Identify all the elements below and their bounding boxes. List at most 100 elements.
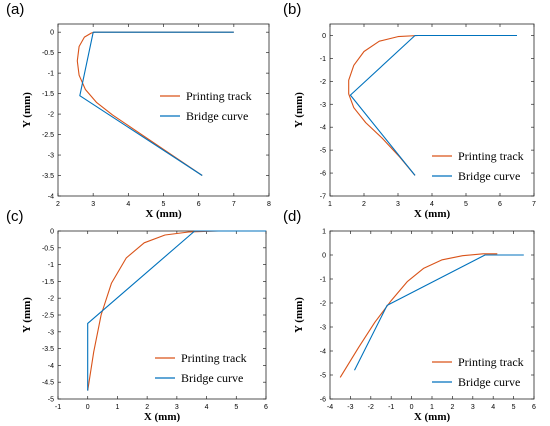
y-tick-label: -1 — [320, 56, 326, 63]
y-tick-label: 0 — [322, 33, 326, 40]
x-tick-label: 6 — [197, 201, 201, 208]
series-line-printing-track — [339, 253, 498, 378]
x-tick-label: 3 — [91, 201, 95, 208]
y-tick-label: -1 — [320, 277, 326, 284]
series-line-printing-track — [76, 31, 234, 176]
series-line-bridge-curve — [87, 230, 266, 391]
y-tick-label: -1 — [48, 262, 54, 269]
y-tick-label: -4 — [320, 349, 326, 356]
panel-4: (d) -4 -3 -2 -1 0 1 2 3 4 5 6 1 0 -1 -2 -3 -4 -5 -6 X (mm) Y … — [283, 208, 536, 423]
panel-label: (d) — [283, 208, 301, 225]
y-tick-label: -7 — [320, 194, 326, 201]
y-tick-label: 0 — [50, 30, 54, 37]
panel-2: (b) 1 2 3 4 5 6 7 0 -1 -2 -3 -4 -5 -6 -7 X (mm) Y (mm) Pri… — [283, 1, 536, 220]
x-axis-label: X (mm) — [414, 208, 451, 220]
panel-label: (a) — [6, 1, 24, 18]
y-axis-label: Y (mm) — [21, 297, 33, 333]
y-tick-label: -5 — [320, 148, 326, 155]
x-tick-label: -1 — [55, 404, 61, 411]
x-tick-label: -1 — [388, 404, 394, 411]
axes-box — [329, 230, 535, 400]
x-tick-label: 4 — [430, 201, 434, 208]
y-axis-label: Y (mm) — [21, 92, 33, 128]
y-tick-label: 1 — [322, 229, 326, 236]
x-axis-label: X (mm) — [414, 411, 451, 423]
x-tick-label: 0 — [410, 404, 414, 411]
x-tick-label: -4 — [327, 404, 333, 411]
legend-label: Bridge curve — [181, 371, 243, 385]
x-tick-label: 6 — [498, 201, 502, 208]
x-tick-label: 5 — [234, 404, 238, 411]
y-tick-label: -4 — [320, 125, 326, 132]
x-tick-label: 3 — [175, 404, 179, 411]
y-tick-label: -2 — [320, 79, 326, 86]
y-tick-label: -5 — [48, 397, 54, 404]
x-tick-label: 5 — [162, 201, 166, 208]
x-tick-label: 1 — [430, 404, 434, 411]
x-tick-label: 3 — [471, 404, 475, 411]
x-tick-label: 7 — [532, 201, 536, 208]
legend-label: Bridge curve — [186, 109, 248, 123]
y-tick-label: -3 — [48, 329, 54, 336]
y-tick-label: -6 — [320, 397, 326, 404]
y-tick-label: -2 — [48, 112, 54, 119]
legend-label: Bridge curve — [458, 169, 520, 183]
legend-label: Printing track — [458, 355, 524, 369]
x-tick-label: 7 — [232, 201, 236, 208]
y-tick-label: -2 — [320, 301, 326, 308]
x-axis-label: X (mm) — [144, 411, 181, 423]
y-axis-label: Y (mm) — [293, 92, 305, 128]
x-tick-label: 5 — [512, 404, 516, 411]
y-tick-label: -3.5 — [42, 173, 54, 180]
x-tick-label: 0 — [86, 404, 90, 411]
y-tick-label: -4.5 — [42, 380, 54, 387]
x-tick-label: 2 — [362, 201, 366, 208]
x-tick-label: 5 — [464, 201, 468, 208]
y-tick-label: -0.5 — [42, 50, 54, 57]
y-tick-label: -3 — [320, 325, 326, 332]
y-tick-label: -1.5 — [42, 279, 54, 286]
y-tick-label: -3.5 — [42, 346, 54, 353]
x-tick-label: -3 — [347, 404, 353, 411]
legend-label: Bridge curve — [458, 375, 520, 389]
x-tick-label: 6 — [532, 404, 536, 411]
series-line-bridge-curve — [354, 254, 524, 371]
panel-label: (b) — [283, 1, 301, 18]
y-tick-label: -4 — [48, 363, 54, 370]
x-tick-label: 1 — [328, 201, 332, 208]
y-tick-label: -2 — [48, 296, 54, 303]
x-tick-label: 1 — [115, 404, 119, 411]
y-tick-label: -2.5 — [42, 313, 54, 320]
y-tick-label: -2.5 — [42, 132, 54, 139]
y-tick-label: 0 — [322, 253, 326, 260]
x-tick-label: 2 — [145, 404, 149, 411]
y-tick-label: -1 — [48, 71, 54, 78]
y-tick-label: -1.5 — [42, 91, 54, 98]
y-tick-label: -5 — [320, 373, 326, 380]
y-tick-label: -4 — [48, 194, 54, 201]
x-tick-label: 4 — [205, 404, 209, 411]
y-tick-label: -3 — [48, 153, 54, 160]
y-tick-label: -0.5 — [42, 245, 54, 252]
x-tick-label: -2 — [368, 404, 374, 411]
y-tick-label: -6 — [320, 171, 326, 178]
legend-label: Printing track — [458, 149, 524, 163]
x-tick-label: 8 — [267, 201, 271, 208]
x-tick-label: 3 — [396, 201, 400, 208]
x-tick-label: 2 — [450, 404, 454, 411]
y-tick-label: -3 — [320, 102, 326, 109]
x-axis-label: X (mm) — [145, 208, 182, 220]
panel-1: (a) 2 3 4 5 6 7 8 0 -0.5 -1 -1.5 -2 -2.5 -3 -3.5 -4 X (mm… — [6, 1, 271, 220]
x-tick-label: 4 — [491, 404, 495, 411]
legend-label: Printing track — [181, 351, 247, 365]
y-axis-label: Y (mm) — [293, 297, 305, 333]
series-line-printing-track — [348, 34, 517, 176]
x-tick-label: 2 — [56, 201, 60, 208]
series-line-printing-track — [87, 230, 252, 391]
series-line-bridge-curve — [349, 34, 517, 176]
panel-label: (c) — [6, 208, 24, 225]
x-tick-label: 6 — [264, 404, 268, 411]
legend-label: Printing track — [186, 89, 252, 103]
